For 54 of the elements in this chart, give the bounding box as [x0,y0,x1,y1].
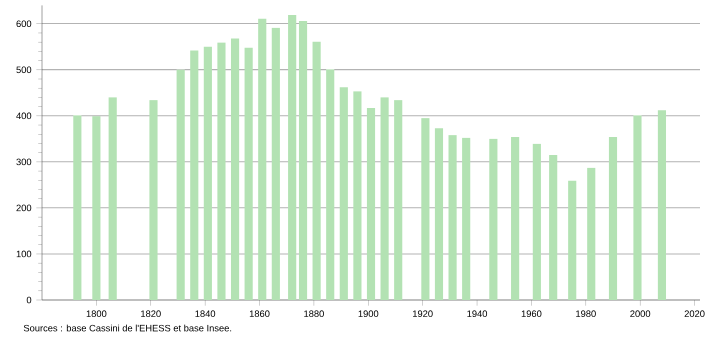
bar [448,135,457,300]
bar [549,154,558,300]
bar [633,115,642,300]
bar [108,97,117,300]
bar [462,138,470,300]
y-tick-label: 0 [26,296,32,304]
bar [489,138,498,300]
bar [340,87,348,300]
y-tick-label: 300 [16,158,32,166]
bar [511,137,520,300]
bar [258,18,266,300]
x-tick-label: 1960 [522,310,542,317]
y-tick-label: 100 [16,250,32,258]
bar [288,15,296,300]
x-tick-label: 1920 [412,310,433,317]
x-tick-label: 1820 [141,310,161,317]
bar [217,42,226,300]
x-tick-label: 1860 [250,310,270,317]
bar [608,137,618,300]
bar [394,100,402,300]
y-tick-label: 600 [16,20,32,28]
bar [312,42,321,300]
bar [244,48,253,300]
x-tick-label: 1940 [467,310,488,317]
bar [434,128,444,300]
y-tick-label: 500 [16,66,32,74]
bar [532,144,541,300]
bar [73,115,82,300]
x-tick-label: 1840 [195,310,216,317]
bar [380,97,389,300]
x-tick-label: 2000 [630,310,650,317]
y-tick-label: 400 [16,112,32,120]
bar [230,38,240,300]
bar [190,50,198,300]
bar [568,180,576,300]
x-tick-label: 1980 [576,310,596,317]
x-tick-label: 1880 [304,310,324,317]
bar [658,110,666,300]
bar [92,116,100,300]
bar [176,70,185,300]
bar [272,28,280,300]
bar [421,118,430,300]
bar [353,91,362,300]
x-tick-label: 2020 [684,310,705,317]
bar [149,100,158,300]
x-tick-label: 1900 [358,310,378,317]
bar [326,69,334,300]
source-note: Sources : base Cassini de l'EHESS et base Insee. [24,324,232,332]
y-tick-label: 200 [16,204,32,212]
bar [366,108,376,300]
x-tick-label: 1800 [86,310,106,317]
bar [298,20,308,300]
bar [204,46,212,300]
bar [587,168,596,300]
